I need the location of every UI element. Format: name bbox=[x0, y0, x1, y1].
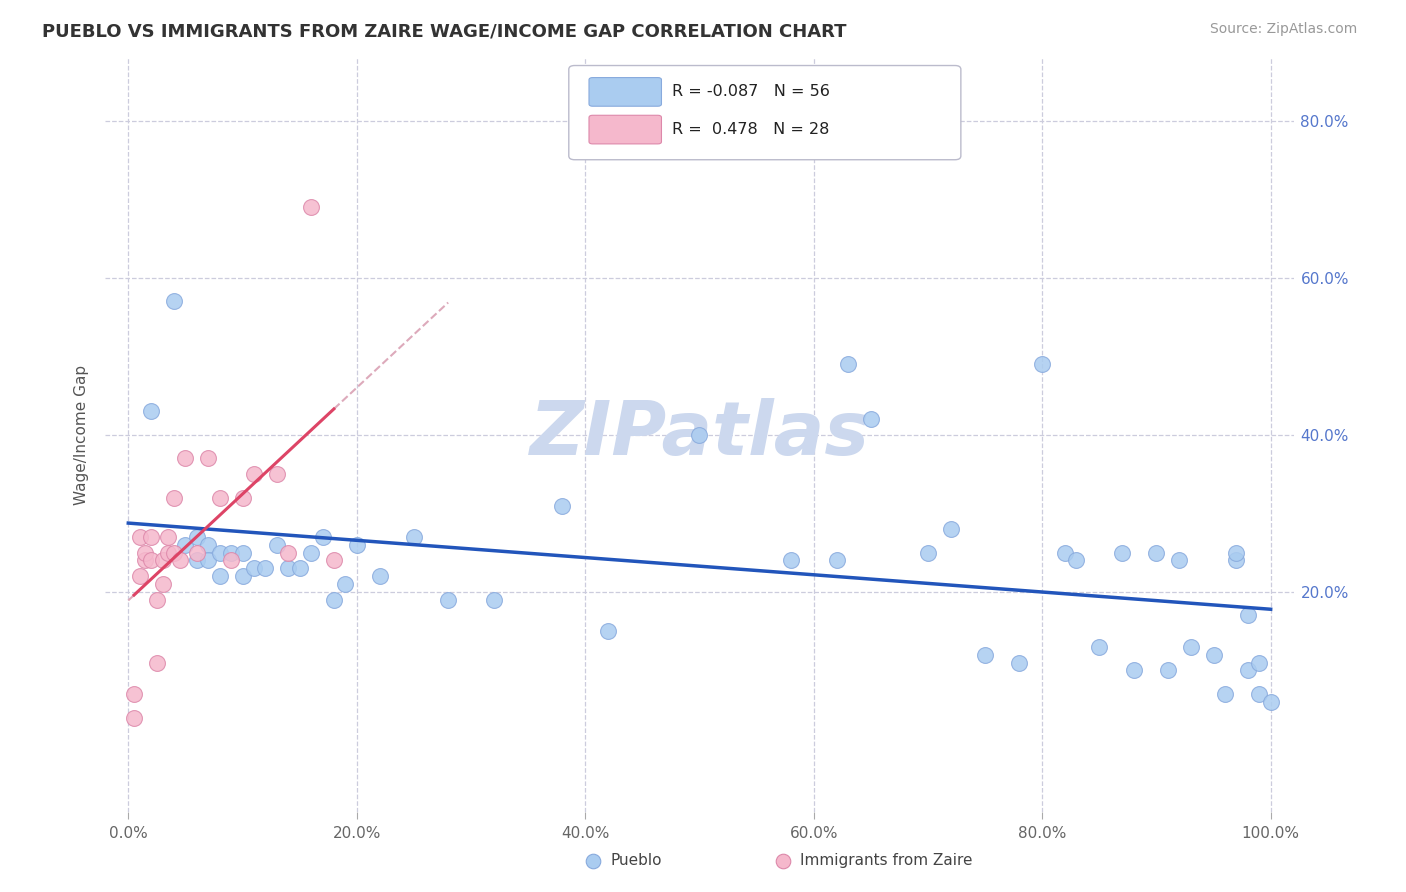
Point bbox=[163, 294, 186, 309]
Point bbox=[243, 561, 266, 575]
Point bbox=[585, 793, 607, 807]
Point bbox=[402, 530, 425, 544]
Point bbox=[122, 710, 145, 724]
Point bbox=[322, 592, 346, 607]
Point bbox=[1237, 664, 1260, 678]
Point bbox=[482, 592, 505, 607]
Point bbox=[1237, 608, 1260, 623]
Point bbox=[1144, 546, 1167, 560]
Point bbox=[134, 553, 156, 567]
Point bbox=[231, 491, 254, 505]
Point bbox=[939, 522, 962, 536]
Point bbox=[825, 553, 848, 567]
Point bbox=[231, 569, 254, 583]
Point bbox=[141, 530, 163, 544]
Point bbox=[197, 538, 219, 552]
Point bbox=[1031, 357, 1053, 371]
Point bbox=[128, 569, 150, 583]
Point bbox=[254, 561, 277, 575]
Point bbox=[346, 538, 368, 552]
Point bbox=[859, 412, 882, 426]
Point bbox=[368, 569, 391, 583]
Point bbox=[231, 546, 254, 560]
Point bbox=[208, 569, 231, 583]
Point bbox=[266, 467, 288, 482]
Point bbox=[837, 357, 859, 371]
FancyBboxPatch shape bbox=[569, 65, 960, 160]
Point bbox=[174, 451, 197, 466]
Point bbox=[208, 491, 231, 505]
Point bbox=[163, 546, 186, 560]
Point bbox=[1180, 640, 1202, 654]
Point bbox=[299, 200, 322, 214]
Point bbox=[1225, 546, 1247, 560]
Text: R = -0.087   N = 56: R = -0.087 N = 56 bbox=[672, 85, 830, 99]
Point bbox=[1008, 656, 1031, 670]
Point bbox=[157, 530, 180, 544]
Point bbox=[1157, 664, 1180, 678]
Point bbox=[186, 553, 208, 567]
Point bbox=[779, 553, 801, 567]
Text: PUEBLO VS IMMIGRANTS FROM ZAIRE WAGE/INCOME GAP CORRELATION CHART: PUEBLO VS IMMIGRANTS FROM ZAIRE WAGE/INC… bbox=[42, 22, 846, 40]
Point bbox=[1053, 546, 1076, 560]
Point bbox=[186, 530, 208, 544]
Point bbox=[243, 467, 266, 482]
FancyBboxPatch shape bbox=[589, 115, 661, 144]
Point bbox=[169, 553, 191, 567]
Text: R =  0.478   N = 28: R = 0.478 N = 28 bbox=[672, 122, 830, 137]
Point bbox=[1122, 664, 1144, 678]
Point bbox=[152, 577, 174, 591]
Point bbox=[219, 546, 242, 560]
Point bbox=[322, 553, 346, 567]
Point bbox=[1249, 656, 1271, 670]
Point bbox=[197, 451, 219, 466]
Point bbox=[1168, 553, 1191, 567]
Point bbox=[197, 553, 219, 567]
Text: Source: ZipAtlas.com: Source: ZipAtlas.com bbox=[1209, 22, 1357, 37]
Point bbox=[1088, 640, 1111, 654]
Point bbox=[219, 553, 242, 567]
Point bbox=[974, 648, 997, 662]
Point bbox=[299, 546, 322, 560]
FancyBboxPatch shape bbox=[589, 78, 661, 106]
Point bbox=[266, 538, 288, 552]
Point bbox=[146, 592, 169, 607]
Point bbox=[208, 546, 231, 560]
Point bbox=[163, 491, 186, 505]
Point bbox=[186, 546, 208, 560]
Text: Immigrants from Zaire: Immigrants from Zaire bbox=[800, 854, 973, 868]
Point bbox=[1249, 687, 1271, 701]
Point bbox=[288, 561, 311, 575]
Point bbox=[1260, 695, 1282, 709]
Point bbox=[157, 546, 180, 560]
Point bbox=[335, 577, 357, 591]
Point bbox=[277, 546, 299, 560]
Text: ZIPatlas: ZIPatlas bbox=[530, 399, 869, 471]
Point bbox=[551, 499, 574, 513]
Text: Pueblo: Pueblo bbox=[610, 854, 662, 868]
Y-axis label: Wage/Income Gap: Wage/Income Gap bbox=[75, 365, 90, 505]
Point bbox=[688, 427, 710, 442]
Point bbox=[141, 553, 163, 567]
Point bbox=[152, 553, 174, 567]
Point bbox=[174, 538, 197, 552]
Point bbox=[134, 546, 156, 560]
Point bbox=[146, 656, 169, 670]
Point bbox=[1111, 546, 1133, 560]
Point bbox=[1066, 553, 1088, 567]
Point bbox=[437, 592, 460, 607]
Point bbox=[122, 687, 145, 701]
Point bbox=[277, 561, 299, 575]
Point bbox=[128, 530, 150, 544]
Point bbox=[1213, 687, 1236, 701]
Point bbox=[1202, 648, 1225, 662]
Point bbox=[917, 546, 939, 560]
Point bbox=[596, 624, 619, 639]
Point bbox=[311, 530, 333, 544]
Point bbox=[141, 404, 163, 418]
Point bbox=[768, 793, 790, 807]
Point bbox=[1225, 553, 1247, 567]
